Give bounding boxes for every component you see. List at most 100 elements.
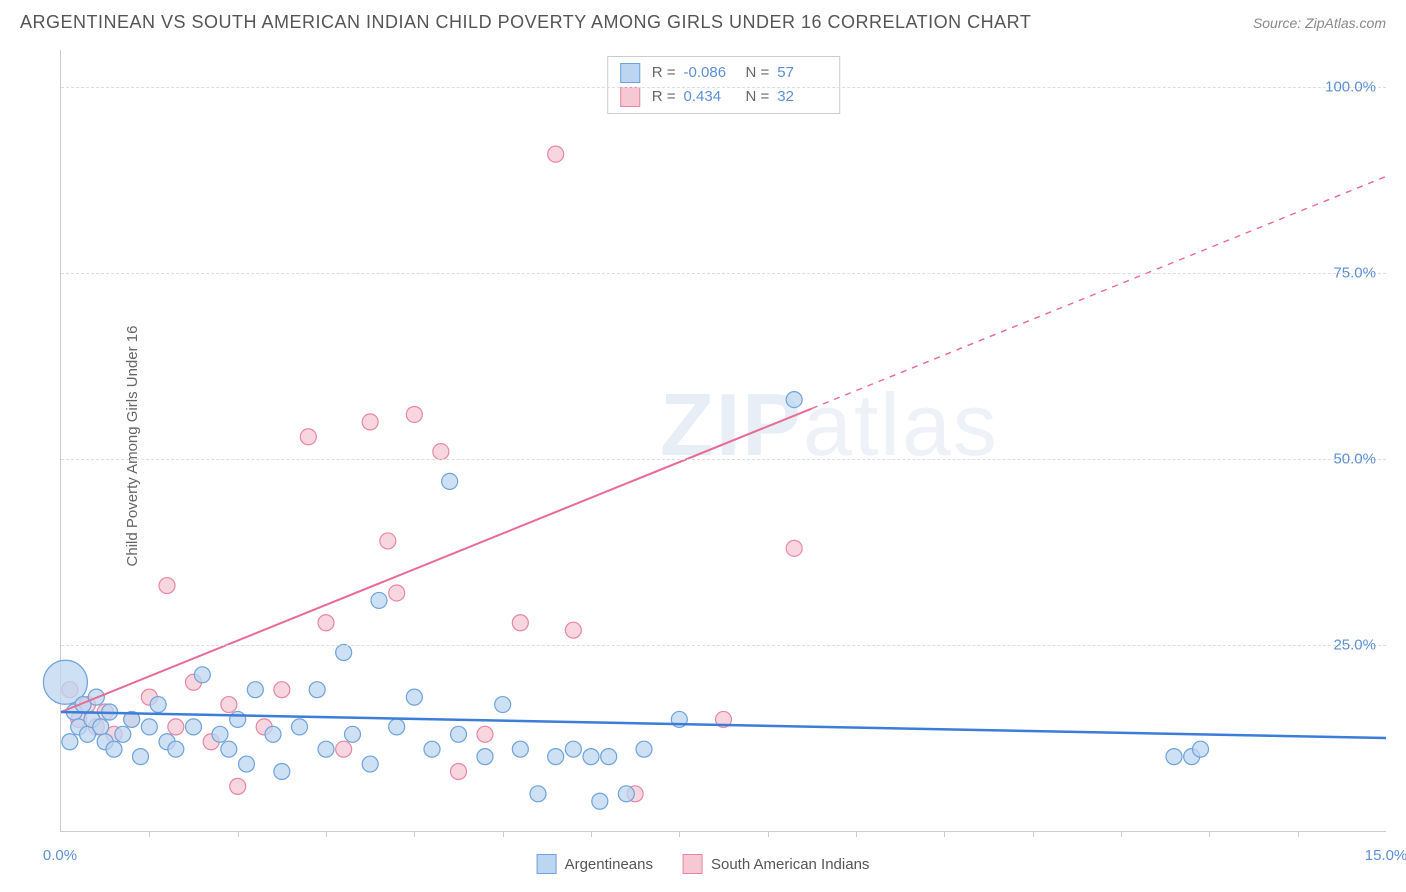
data-point xyxy=(133,749,149,765)
legend-row-series-0: R = -0.086 N = 57 xyxy=(620,61,828,85)
data-point xyxy=(565,622,581,638)
data-point xyxy=(451,726,467,742)
x-tick xyxy=(768,831,769,837)
data-point xyxy=(221,741,237,757)
r-value-1: 0.434 xyxy=(684,85,734,109)
data-point xyxy=(786,540,802,556)
data-point xyxy=(168,719,184,735)
x-tick xyxy=(1121,831,1122,837)
y-tick-label: 75.0% xyxy=(1333,265,1376,282)
gridline xyxy=(61,459,1386,460)
n-value-0: 57 xyxy=(777,61,827,85)
data-point xyxy=(477,749,493,765)
data-point xyxy=(636,741,652,757)
data-point xyxy=(1166,749,1182,765)
trend-line-dashed xyxy=(812,176,1386,408)
data-point xyxy=(318,741,334,757)
series-name-0: Argentineans xyxy=(565,856,653,873)
x-tick xyxy=(679,831,680,837)
data-point xyxy=(618,786,634,802)
r-label: R = xyxy=(652,61,676,85)
x-tick xyxy=(414,831,415,837)
data-point xyxy=(495,697,511,713)
data-point xyxy=(512,615,528,631)
correlation-legend: R = -0.086 N = 57 R = 0.434 N = 32 xyxy=(607,56,841,114)
data-point xyxy=(424,741,440,757)
data-point xyxy=(336,644,352,660)
data-point xyxy=(221,697,237,713)
data-point xyxy=(265,726,281,742)
data-point xyxy=(168,741,184,757)
data-point xyxy=(406,689,422,705)
data-point xyxy=(548,146,564,162)
data-point xyxy=(186,719,202,735)
gridline xyxy=(61,645,1386,646)
data-point xyxy=(247,682,263,698)
x-tick xyxy=(238,831,239,837)
data-point xyxy=(565,741,581,757)
data-point xyxy=(309,682,325,698)
y-tick-label: 25.0% xyxy=(1333,637,1376,654)
data-point xyxy=(318,615,334,631)
data-point xyxy=(150,697,166,713)
y-tick-label: 100.0% xyxy=(1325,79,1376,96)
data-point xyxy=(451,763,467,779)
series-legend: Argentineans South American Indians xyxy=(537,854,870,874)
data-point xyxy=(389,585,405,601)
x-tick xyxy=(944,831,945,837)
source-attribution: Source: ZipAtlas.com xyxy=(1253,15,1386,31)
data-point xyxy=(274,682,290,698)
swatch-series-1 xyxy=(683,854,703,874)
n-label: N = xyxy=(746,61,770,85)
scatter-plot-svg xyxy=(61,50,1386,831)
data-point xyxy=(239,756,255,772)
gridline xyxy=(61,273,1386,274)
data-point xyxy=(106,741,122,757)
chart-title: ARGENTINEAN VS SOUTH AMERICAN INDIAN CHI… xyxy=(20,12,1031,33)
data-point xyxy=(406,406,422,422)
data-point xyxy=(274,763,290,779)
x-tick xyxy=(1298,831,1299,837)
swatch-series-1 xyxy=(620,87,640,107)
gridline xyxy=(61,87,1386,88)
data-point xyxy=(292,719,308,735)
x-tick xyxy=(591,831,592,837)
x-tick xyxy=(503,831,504,837)
legend-item-1: South American Indians xyxy=(683,854,869,874)
y-tick-label: 50.0% xyxy=(1333,451,1376,468)
swatch-series-0 xyxy=(537,854,557,874)
x-tick xyxy=(1209,831,1210,837)
n-value-1: 32 xyxy=(777,85,827,109)
data-point xyxy=(300,429,316,445)
data-point xyxy=(1193,741,1209,757)
data-point xyxy=(345,726,361,742)
data-point xyxy=(230,778,246,794)
data-point xyxy=(592,793,608,809)
data-point xyxy=(362,414,378,430)
data-point xyxy=(230,711,246,727)
data-point xyxy=(93,719,109,735)
data-point xyxy=(141,719,157,735)
r-label: R = xyxy=(652,85,676,109)
data-point xyxy=(62,734,78,750)
legend-row-series-1: R = 0.434 N = 32 xyxy=(620,85,828,109)
data-point xyxy=(371,592,387,608)
legend-item-0: Argentineans xyxy=(537,854,653,874)
x-tick xyxy=(856,831,857,837)
data-point xyxy=(115,726,131,742)
data-point xyxy=(433,444,449,460)
data-point xyxy=(477,726,493,742)
data-point xyxy=(159,578,175,594)
data-point xyxy=(548,749,564,765)
data-point xyxy=(512,741,528,757)
data-point xyxy=(601,749,617,765)
x-tick xyxy=(1033,831,1034,837)
r-value-0: -0.086 xyxy=(684,61,734,85)
data-point xyxy=(380,533,396,549)
x-tick xyxy=(326,831,327,837)
n-label: N = xyxy=(746,85,770,109)
data-point xyxy=(530,786,546,802)
data-point xyxy=(389,719,405,735)
x-axis-min-label: 0.0% xyxy=(43,847,77,864)
data-point xyxy=(786,392,802,408)
